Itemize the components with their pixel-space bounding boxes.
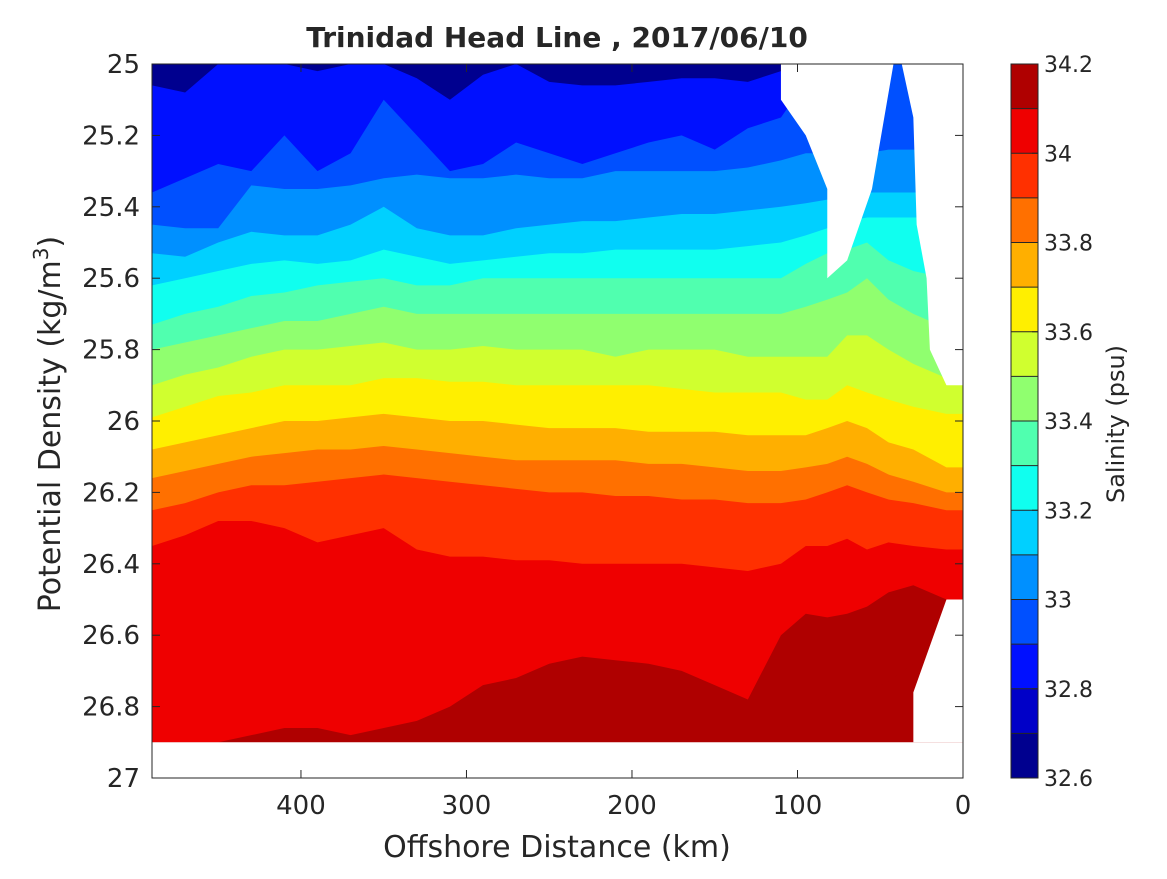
colorbar-swatch	[1011, 554, 1038, 600]
y-axis-label: Potential Density (kg/m3)	[29, 236, 68, 612]
colorbar-swatch	[1011, 510, 1038, 555]
y-tick-label: 25.4	[82, 193, 140, 223]
y-tick-label: 25	[107, 50, 140, 80]
y-axis-label-superscript: 3	[29, 247, 53, 260]
x-axis-label: Offshore Distance (km)	[383, 830, 731, 865]
colorbar-tick-label: 33.2	[1044, 499, 1093, 524]
no-data-region-2	[152, 742, 963, 778]
colorbar-swatch	[1011, 287, 1038, 332]
colorbar-swatch	[1011, 599, 1038, 645]
colorbar: 32.6 32.8 33 33.2 33.4 33.6 33.8 34 34.2	[1010, 53, 1093, 792]
y-tick-label: 26.4	[82, 550, 140, 580]
y-tick-label: 26.2	[82, 478, 140, 508]
colorbar-swatch	[1011, 688, 1038, 734]
colorbar-tick-label: 34	[1044, 142, 1072, 167]
colorbar-swatch	[1011, 465, 1038, 511]
x-tick-label: 300	[442, 791, 492, 821]
y-tick-label: 26	[107, 407, 140, 437]
y-tick-label: 25.8	[82, 336, 140, 366]
y-axis-label-close: )	[33, 236, 68, 248]
colorbar-tick-label: 34.2	[1044, 53, 1093, 78]
colorbar-swatch	[1011, 153, 1038, 198]
colorbar-tick-label: 33.4	[1044, 410, 1093, 435]
no-data-region-3	[913, 599, 963, 743]
colorbar-label: Salinity (psu)	[1102, 345, 1130, 503]
colorbar-swatch	[1011, 108, 1038, 154]
chart-title: Trinidad Head Line , 2017/06/10	[306, 21, 808, 54]
y-axis: 25 25.2 25.4 25.6 25.8 26 26.2 26.4 26.6 26.8 27	[82, 50, 963, 794]
colorbar-swatch	[1011, 644, 1038, 689]
x-tick-label: 400	[276, 791, 326, 821]
colorbar-swatch	[1011, 376, 1038, 421]
y-tick-label: 26.8	[82, 693, 140, 723]
salinity-band-34.1	[152, 585, 963, 778]
colorbar-swatch	[1011, 733, 1038, 778]
colorbar-tick-label: 33	[1044, 589, 1072, 614]
x-tick-label: 200	[607, 791, 657, 821]
x-axis: 400 300 200 100 0	[276, 64, 971, 821]
y-tick-label: 25.6	[82, 264, 140, 294]
salinity-band-max	[772, 663, 914, 778]
no-data-region-1	[901, 64, 963, 386]
colorbar-swatch	[1011, 331, 1038, 377]
y-tick-label: 27	[107, 764, 140, 794]
plot-fill	[152, 64, 963, 778]
colorbar-swatch	[1011, 242, 1038, 288]
colorbar-tick-label: 32.8	[1044, 678, 1093, 703]
colorbar-swatch	[1011, 421, 1038, 466]
x-tick-label: 0	[955, 791, 972, 821]
colorbar-swatch	[1011, 64, 1038, 109]
y-tick-label: 26.6	[82, 621, 140, 651]
colorbar-tick-label: 33.6	[1044, 321, 1093, 346]
y-axis-label-main: Potential Density (kg/m	[33, 260, 68, 612]
colorbar-tick-label: 32.6	[1044, 767, 1093, 792]
no-data-region-0	[780, 64, 894, 279]
colorbar-tick-label: 33.8	[1044, 232, 1093, 257]
y-tick-label: 25.2	[82, 121, 140, 151]
x-tick-label: 100	[773, 791, 823, 821]
colorbar-swatch	[1011, 197, 1038, 243]
